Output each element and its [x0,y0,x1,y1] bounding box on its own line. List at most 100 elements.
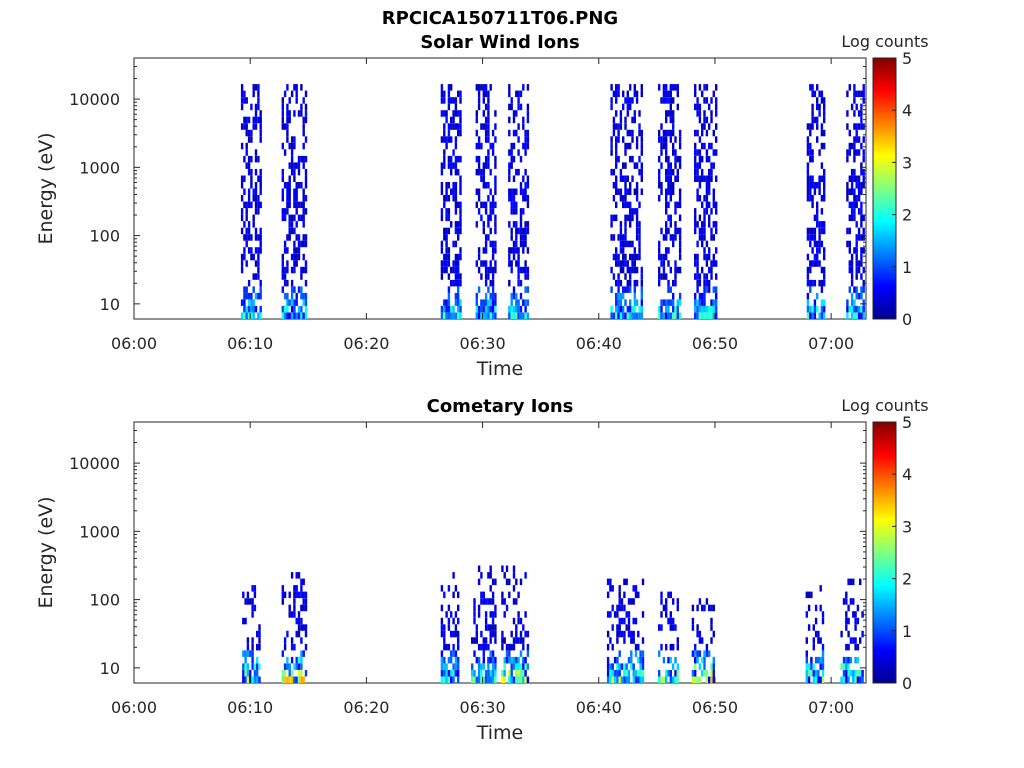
heatmap-cell [816,116,819,124]
heatmap-cell [290,155,294,163]
heatmap-cell [658,182,661,189]
heatmap-cell [667,188,670,195]
heatmap-cell [813,214,817,222]
heatmap-cell [297,182,301,189]
burst [610,84,643,319]
heatmap-cell [612,195,616,202]
heatmap-cell [635,253,639,261]
heatmap-cell [624,123,627,130]
heatmap-cell [293,136,296,143]
heatmap-cell [286,260,289,267]
heatmap-cell [617,129,620,137]
heatmap-cell [698,136,702,143]
heatmap-cell [860,312,863,319]
heatmap-cell [515,299,518,306]
heatmap-cell [243,299,246,306]
heatmap-cell [519,663,523,670]
heatmap-cell [482,227,485,235]
heatmap-cell [622,305,625,313]
heatmap-cell [615,279,618,287]
heatmap-cell [283,305,287,313]
heatmap-cell [300,650,303,657]
heatmap-cell [698,182,702,189]
heatmap-cell [259,286,262,293]
heatmap-cell [512,286,516,293]
heatmap-cell [625,624,628,631]
heatmap-cell [848,305,851,313]
heatmap-cell [665,97,668,104]
heatmap-cell [519,214,523,222]
heatmap-cell [629,142,632,150]
heatmap-cell [454,97,458,104]
heatmap-cell [658,175,661,182]
heatmap-cell [678,312,682,319]
heatmap-cell [811,175,814,182]
heatmap-cell [665,234,668,241]
heatmap-cell [526,136,530,143]
heatmap-cell [809,182,812,189]
heatmap-cell [846,312,849,319]
heatmap-cell [293,142,296,150]
heatmap-cell [503,656,506,664]
heatmap-cell [638,221,641,228]
heatmap-cell [616,676,619,683]
heatmap-cell [662,604,666,612]
heatmap-cell [633,84,636,91]
heatmap-cell [482,299,485,306]
heatmap-cell [809,123,812,130]
heatmap-cell [494,637,497,644]
heatmap-cell [447,676,451,683]
heatmap-cell [297,305,301,313]
heatmap-cell [517,591,520,599]
heatmap-cell [445,227,448,235]
heatmap-cell [860,260,863,267]
heatmap-cell [445,136,448,143]
heatmap-cell [624,312,627,319]
heatmap-cell [293,168,296,176]
heatmap-cell [622,247,625,254]
heatmap-cell [638,253,641,261]
heatmap-cell [845,611,848,618]
heatmap-cell [678,195,682,202]
heatmap-cell [293,214,296,222]
heatmap-cell [811,116,814,124]
heatmap-cell [852,598,855,605]
heatmap-cell [302,624,305,631]
heatmap-cell [247,188,251,195]
heatmap-cell [809,286,812,293]
heatmap-cell [672,299,675,306]
heatmap-cell [660,598,663,605]
heatmap-cell [694,129,697,137]
heatmap-cell [696,604,699,612]
heatmap-cell [501,643,504,651]
heatmap-cell [454,227,458,235]
heatmap-cell [846,195,849,202]
heatmap-cell [240,142,244,150]
heatmap-cell [487,305,490,313]
heatmap-cell [635,142,639,150]
heatmap-cell [508,149,511,156]
heatmap-cell [618,624,621,631]
heatmap-cell [615,292,618,300]
heatmap-cell [812,637,815,644]
heatmap-cell [452,182,455,189]
heatmap-cell [454,624,458,631]
heatmap-cell [288,221,291,228]
heatmap-cell [286,266,289,274]
heatmap-cell [619,227,623,235]
heatmap-cell [482,650,485,657]
heatmap-cell [629,240,632,248]
heatmap-cell [701,155,704,163]
heatmap-cell [491,266,495,274]
heatmap-cell [626,260,629,267]
heatmap-cell [459,110,462,117]
heatmap-cell [847,670,850,677]
heatmap-cell [708,279,711,287]
heatmap-cell [850,142,854,150]
heatmap-cell [810,656,813,664]
heatmap-cell [471,676,474,683]
heatmap-cell [459,305,462,313]
heatmap-cell [712,676,715,683]
heatmap-cell [619,305,623,313]
heatmap-cell [254,188,258,195]
